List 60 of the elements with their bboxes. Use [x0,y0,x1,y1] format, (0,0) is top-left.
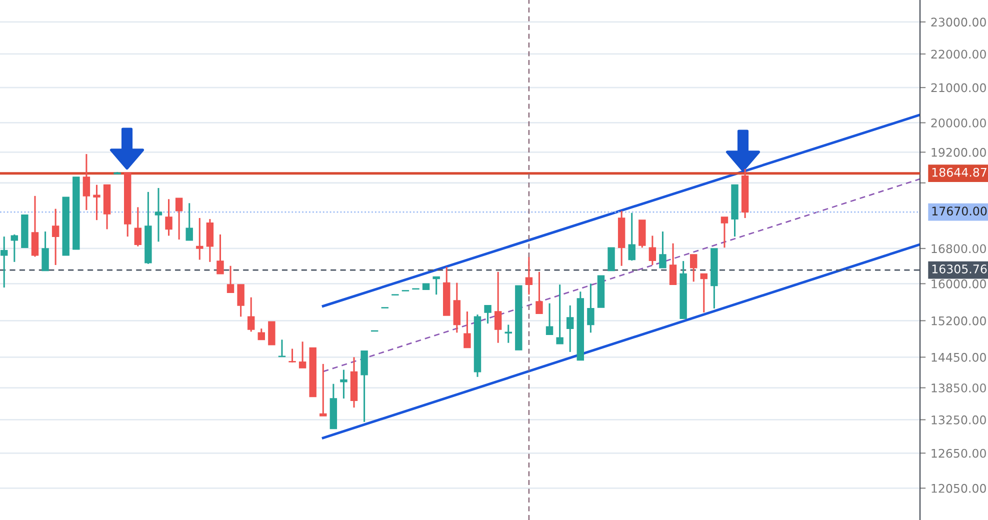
y-tick-label: 16800.00 [932,244,986,254]
candlestick [52,208,60,266]
y-tick-label: 15200.00 [932,316,986,326]
candlestick [206,218,214,263]
candlestick [720,216,728,248]
y-tick-label: 20000.00 [931,118,986,128]
candlestick [464,310,471,349]
candlestick [669,242,677,286]
y-tick-label: 12050.00 [932,484,986,493]
candlestick [154,187,162,242]
y-tick-label: 22000.00 [931,50,986,59]
y-tick-label: 13850.00 [932,383,986,392]
ref-line-label: 18644.87 [932,168,986,177]
candlestick [93,184,100,221]
candlestick [494,271,502,344]
y-tick-label: 23000.00 [931,18,986,27]
y-tick-label: 16000.00 [932,279,986,288]
candlestick [320,363,327,417]
candlestick [556,284,564,345]
candlestick [608,247,615,272]
candlestick [546,302,554,336]
candlestick [247,296,255,332]
candlestick [298,340,306,369]
candlestick [196,217,204,261]
candlestick [484,304,492,324]
candlestick [237,284,244,318]
candlestick [258,328,265,340]
candlestick [186,202,193,242]
candlestick [10,234,18,263]
candlestick [628,212,636,262]
candlestick [165,198,172,236]
candlestick [504,324,512,344]
candlestick [566,304,574,353]
candlestick [175,197,183,240]
candlestick [42,230,49,272]
candlestick [690,254,698,282]
ref-line-label: 17670.00 [932,206,987,216]
candlestick [360,350,368,423]
candlestick [536,271,543,314]
y-tick-label: 14450.00 [932,352,986,362]
candlestick [700,273,708,314]
candlestick [340,369,348,400]
candlestick [288,348,296,364]
candlestick [432,276,440,296]
candlestick [0,236,8,288]
y-tick-label: 12650.00 [932,448,986,458]
candlestick [648,234,656,266]
candlestick [587,282,594,334]
candlestick [226,265,234,294]
candlestick [31,195,39,258]
y-tick-label: 21000.00 [931,83,986,92]
y-tick-label: 13250.00 [932,415,986,424]
candlestick [525,256,533,296]
candlestick [216,234,224,275]
ref-line-label: 16305.76 [932,264,987,274]
candlestick [82,153,90,211]
candlestick [268,321,276,346]
candlestick [659,230,666,269]
candlestick [134,206,142,248]
y-tick-label: 19200.00 [932,148,986,157]
